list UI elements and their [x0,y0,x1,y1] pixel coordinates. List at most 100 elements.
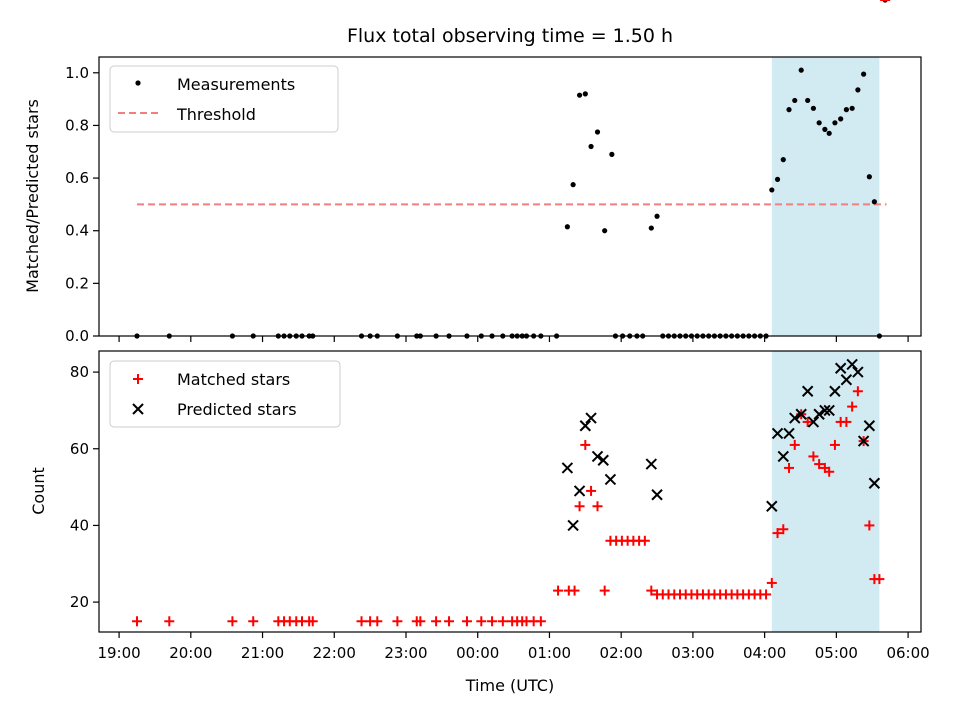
predicted-point [852,366,864,378]
predicted-point [777,450,789,463]
bottom-y-tick-label: 40 [70,516,89,534]
bottom-panel: 20 40 60 80 19:00 20:00 21:00 22:00 23:00 00:00 01… [29,0,930,695]
measurement-point [826,130,832,136]
predicted-point [604,473,617,486]
matched-point [864,520,875,531]
matched-point [431,616,442,627]
legend-matched-label: Matched stars [177,370,290,389]
matched-point [476,616,487,627]
matched-point [761,589,772,600]
predicted-point [645,458,658,470]
matched-point [580,439,591,450]
matched-point [784,462,795,473]
measurement-point [648,225,654,231]
measurement-point [780,157,786,163]
top-y-tick-label: 1.0 [65,64,89,82]
matched-point [592,501,603,512]
bottom-y-tick-label: 80 [70,363,89,381]
predicted-point [840,374,853,386]
predicted-point [591,450,604,463]
matched-point [766,577,777,588]
x-tick-label: 02:00 [600,644,643,662]
measurement-point [582,91,588,97]
measurement-point [805,97,811,104]
bottom-legend-box [109,360,341,428]
measurement-point [843,107,850,113]
top-axes-frame [98,56,922,337]
predicted-point [795,408,807,420]
x-tick-label: 05:00 [815,644,858,662]
matched-point [497,616,508,627]
x-tick-label: 00:00 [456,644,499,662]
measurement-point [849,105,855,111]
top-legend: Measurements Threshold [109,65,339,133]
top-y-axis-label: Matched/Predicted stars [23,99,42,293]
measurement-point [786,107,792,113]
matched-point [841,416,852,427]
matched-point [778,524,789,535]
measurement-point [594,129,601,135]
measurement-point [570,182,576,188]
measurement-point [816,120,822,126]
x-tick-label: 21:00 [241,644,284,662]
bottom-y-tick-label: 20 [70,593,89,611]
predicted-point [771,427,784,440]
top-legend-box [109,65,339,133]
predicted-point [813,408,825,420]
predicted-point [573,485,586,497]
matched-point [248,616,259,627]
matched-point [164,616,175,627]
bottom-shaded-span [771,351,880,632]
legend-measurements-marker [135,80,141,86]
predicted-point [868,477,881,489]
predicted-point [829,385,841,397]
predicted-point [823,404,835,417]
x-tick-label: 01:00 [528,644,571,662]
matched-point [829,439,840,450]
matched-point [392,616,403,627]
measurement-point [602,228,608,234]
matched-point [814,459,825,470]
matched-point [586,485,597,496]
measurement-point [654,213,660,219]
measurement-point [810,105,817,111]
matched-point [789,439,800,450]
matched-point [569,585,580,596]
x-tick-label: 06:00 [886,644,929,662]
predicted-point [857,435,870,447]
matched-point [356,616,367,627]
matched-point [487,616,498,627]
matched-point [227,616,238,627]
legend-measurements-label: Measurements [177,75,295,94]
predicted-point [863,420,876,432]
predicted-point [834,362,847,374]
measurement-point [838,116,844,122]
matched-point [132,616,143,627]
chart-title: Flux total observing time = 1.50 h [347,25,673,47]
matched-point [646,585,657,596]
predicted-point [567,519,579,532]
predicted-point [579,420,592,432]
legend-predicted-marker [132,403,144,415]
matched-point [372,616,383,627]
top-y-tick-label: 0.2 [65,274,89,292]
measurement-point [769,187,775,193]
matched-point [307,616,318,627]
predicted-point [766,500,778,512]
matched-point [847,401,858,412]
measurement-point [564,224,570,230]
x-axis-label: Time (UTC) [465,676,554,695]
top-ticks: 0.0 0.2 0.4 0.6 0.8 1.0 [65,64,909,345]
bottom-legend: Matched stars Predicted stars [109,360,341,428]
count-points [132,0,891,627]
predicted-point [585,412,597,424]
predicted-point [801,385,814,397]
top-panel: 0.0 0.2 0.4 0.6 0.8 1.0 Matched/Predicted sta… [23,0,922,345]
x-tick-label: 19:00 [97,644,140,662]
predicted-point [561,462,574,474]
top-y-tick-label: 0.6 [65,169,89,187]
matched-point [553,585,564,596]
measurement-point [792,97,798,104]
measurement-point [576,92,583,98]
